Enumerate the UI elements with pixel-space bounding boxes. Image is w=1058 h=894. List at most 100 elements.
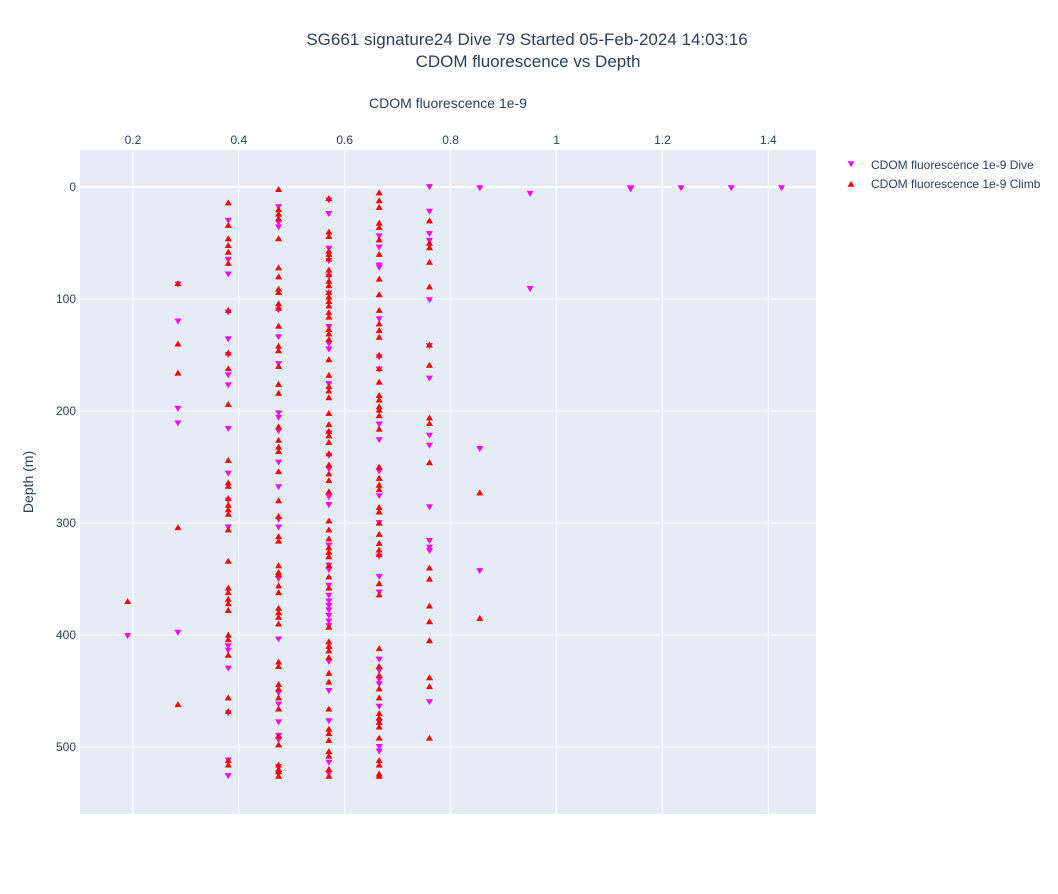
dive-point [275,576,283,583]
climb-point [224,636,232,643]
climb-point [325,255,333,262]
x-axis-title: CDOM fluorescence 1e-9 [369,95,527,111]
climb-point [425,258,433,265]
dive-point [425,442,433,449]
climb-point [224,651,232,658]
climb-point [325,427,333,434]
climb-point [375,250,383,257]
dive-point [224,426,232,432]
dive-point [325,598,333,605]
dive-point [224,271,232,278]
climb-point [375,189,383,196]
dive-point [627,186,635,193]
dive-point [224,773,232,780]
climb-point [275,663,283,669]
dive-point [224,643,232,650]
legend-item-dive[interactable]: CDOM fluorescence 1e-9 Dive [847,158,1035,172]
climb-point [325,282,333,289]
dive-point [375,264,383,271]
climb-point [375,486,383,493]
climb-point [425,217,433,224]
dive-point [375,233,383,240]
climb-point [275,448,283,455]
climb-point [325,623,333,630]
climb-point [375,219,383,226]
dive-point [375,703,383,710]
climb-point [275,533,283,540]
legend: CDOM fluorescence 1e-9 Dive CDOM fluores… [847,158,1041,191]
y-tick-label: 500 [56,740,76,754]
climb-point [224,595,232,602]
dive-point [275,719,283,726]
climb-point [375,663,383,669]
dive-point [325,466,333,473]
climb-point [325,450,333,457]
climb-point [224,631,232,638]
climb-point [325,526,333,533]
climb-point [375,481,383,488]
climb-point [375,672,383,678]
x-axis-ticks: 0.2 0.4 0.6 0.8 1 1.2 1.4 [125,133,777,147]
climb-point [275,772,283,779]
dive-point [275,410,283,417]
dive-point [275,737,283,744]
climb-point [375,474,383,481]
climb-point [325,730,333,737]
climb-point [325,584,333,591]
climb-point [224,495,232,502]
climb-point [275,562,283,569]
dive-point [275,701,283,708]
data-points [124,184,786,780]
dive-point [224,647,232,654]
climb-point [224,457,232,463]
dive-point [124,633,132,640]
climb-point [224,242,232,248]
climb-point [325,247,333,254]
climb-point [224,365,232,372]
chart-title-line1: SG661 signature24 Dive 79 Started 05-Feb… [306,30,747,49]
climb-point [425,361,433,368]
dive-point [275,524,283,531]
climb-point [325,293,333,300]
climb-point [325,544,333,551]
climb-point [275,513,283,519]
plot-area[interactable] [80,150,816,814]
climb-point [275,604,283,611]
x-tick-label: 0.2 [125,133,142,147]
climb-point [224,600,232,607]
climb-point [325,313,333,320]
climb-point [325,647,333,654]
climb-point [375,333,383,340]
climb-point [224,482,232,489]
climb-point [174,369,182,376]
climb-point [325,548,333,555]
dive-point [275,224,283,231]
climb-point [325,326,333,332]
dive-point [224,217,232,224]
climb-point [425,637,433,644]
dive-point [425,208,433,215]
climb-point [375,772,383,779]
climb-point [325,383,333,390]
dive-point [325,592,333,599]
climb-point [375,685,383,692]
climb-point [275,380,283,387]
climb-point [224,584,232,591]
legend-item-climb[interactable]: CDOM fluorescence 1e-9 Climb [847,177,1041,191]
climb-point [375,203,383,210]
climb-point [275,705,283,712]
dive-point [325,613,333,619]
climb-point [275,423,283,430]
climb-point [325,461,333,468]
climb-point [224,761,232,768]
dive-point [375,656,383,663]
climb-point [224,510,232,517]
climb-point [425,420,433,427]
climb-point [325,748,333,755]
climb-point [375,236,383,243]
dive-point [375,244,383,251]
climb-point [375,320,383,327]
climb-point [325,654,333,661]
dive-point [677,185,685,192]
